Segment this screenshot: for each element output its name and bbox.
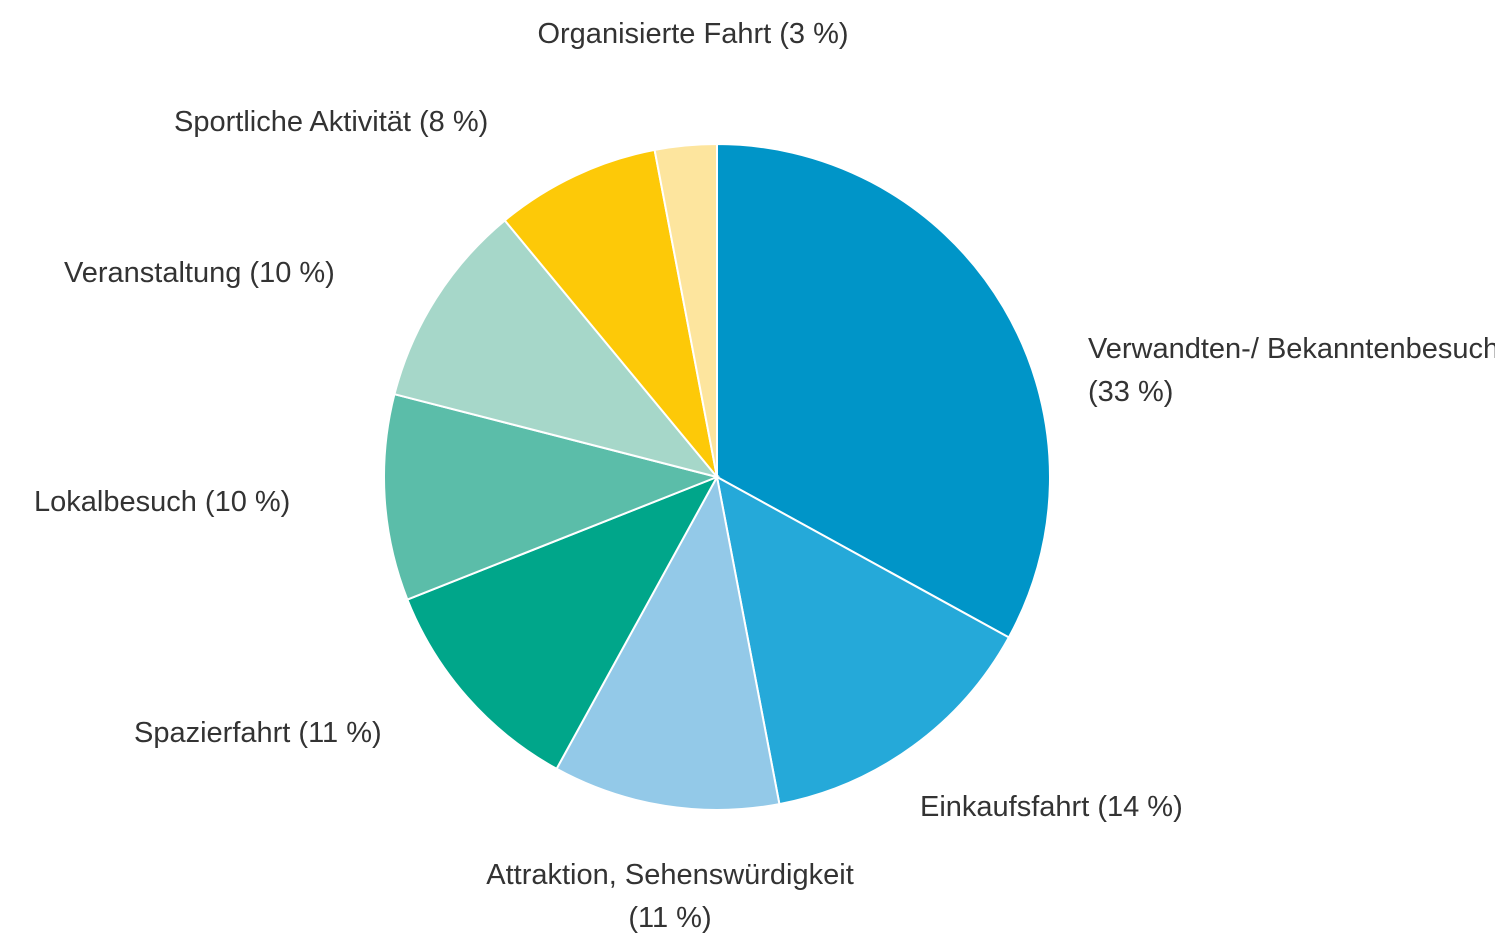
value-label: (8 %) [419, 106, 489, 138]
category-label: Einkaufsfahrt [920, 791, 1090, 823]
pie-slice [716, 142, 1051, 639]
slice-label: Attraktion, Sehenswürdigkeit (11 %) [460, 854, 880, 940]
category-label: Organisierte Fahrt [537, 18, 772, 50]
category-label: Spazierfahrt [134, 717, 291, 749]
category-label: Attraktion, Sehenswürdigkeit [486, 859, 854, 891]
pie-slice [393, 219, 720, 479]
value-label: (10 %) [204, 486, 291, 518]
category-label: Verwandten-/ Bekanntenbesuch [1088, 333, 1495, 365]
slice-label: Organisierte Fahrt (3 %) [533, 13, 853, 56]
value-label: (11 %) [628, 902, 712, 934]
pie-slice [383, 392, 721, 601]
category-label: Sportliche Aktivität [174, 106, 411, 138]
pie-slice [653, 142, 718, 478]
pie-slice [715, 475, 1011, 806]
value-label: (14 %) [1097, 791, 1183, 823]
slice-label: Einkaufsfahrt (14 %) [920, 786, 1183, 829]
slice-label: Spazierfahrt (11 %) [134, 712, 382, 755]
slice-label: Sportliche Aktivität (8 %) [174, 101, 488, 144]
pie-slice [503, 148, 718, 478]
category-label: Veranstaltung [64, 257, 242, 289]
value-label: (10 %) [249, 257, 335, 289]
value-label: (3 %) [779, 18, 849, 50]
value-label: (11 %) [298, 717, 382, 749]
value-label: (33 %) [1088, 376, 1174, 408]
category-label: Lokalbesuch [34, 486, 197, 518]
slice-label: Lokalbesuch (10 %) [34, 481, 290, 524]
slice-label: Verwandten-/ Bekanntenbesuch (33 %) [1088, 328, 1495, 414]
pie-slice [406, 475, 720, 771]
pie-slice [555, 474, 781, 811]
slice-label: Veranstaltung (10 %) [64, 252, 335, 295]
